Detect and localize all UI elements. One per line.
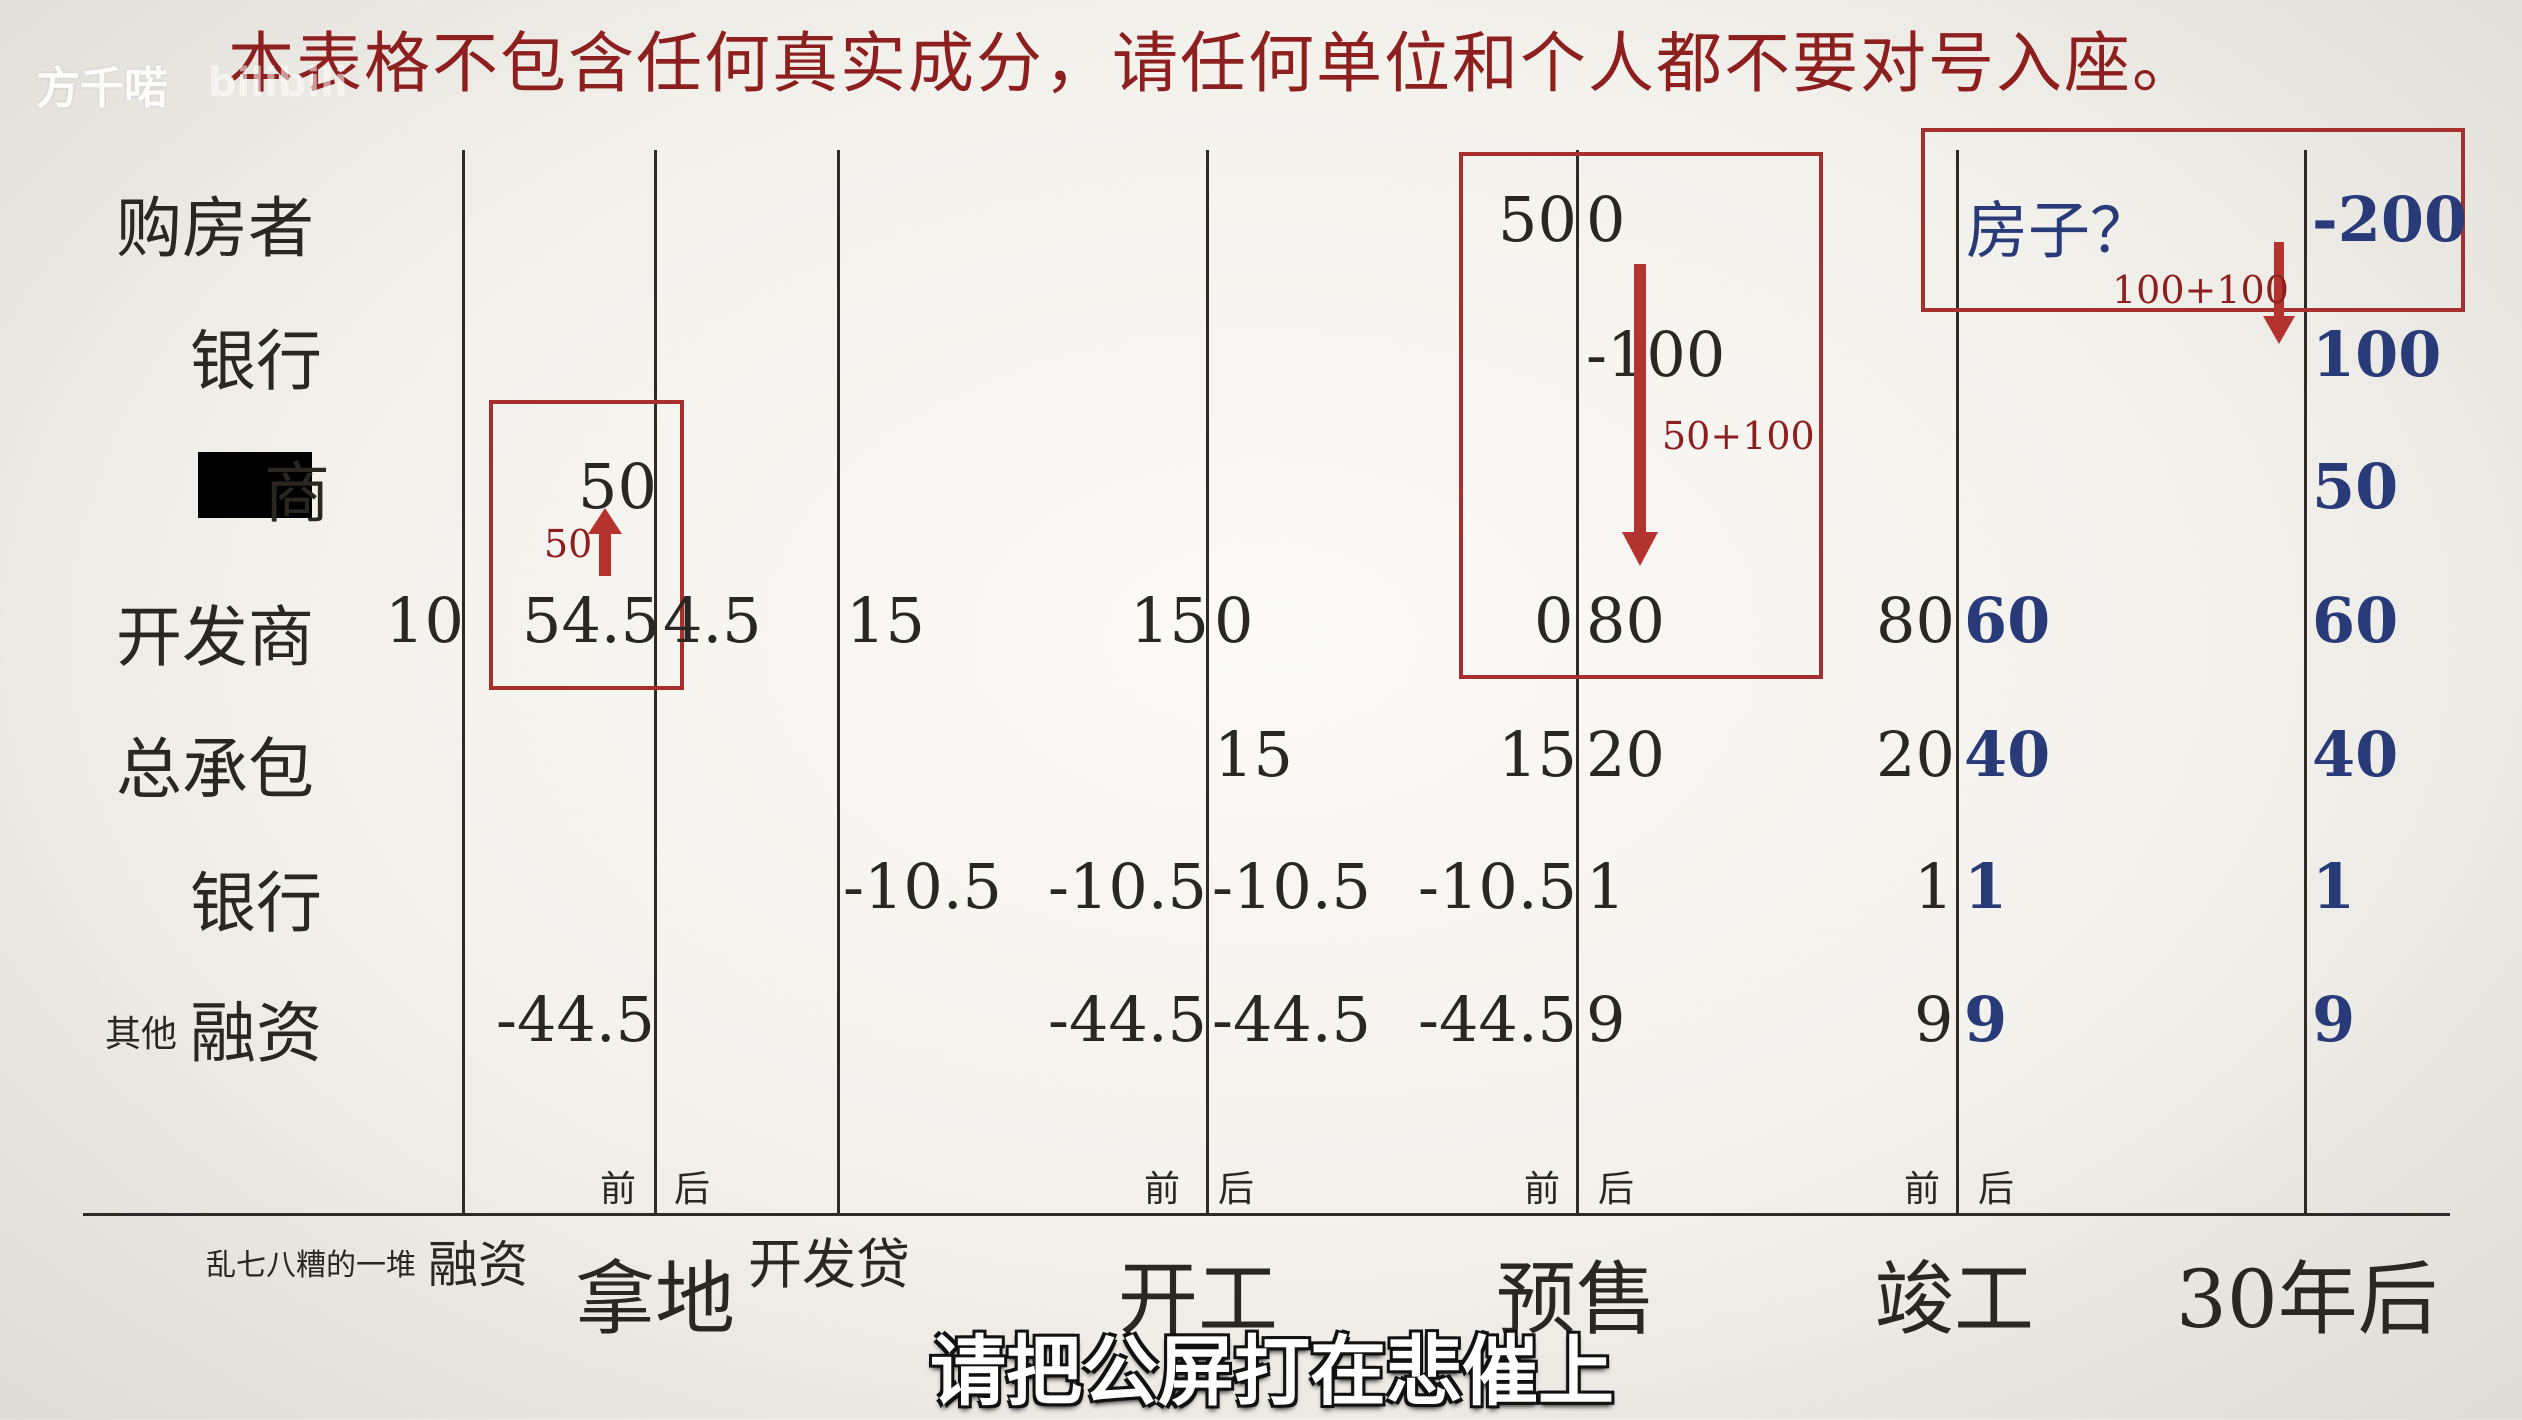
video-subtitle: 请把公屏打在悲催上 — [930, 1327, 1614, 1416]
year30-arrow-shaft — [2274, 242, 2284, 318]
grid-line — [1956, 150, 1959, 1215]
cell-bank2-presale-after: 1 — [1586, 850, 1626, 923]
cell-merchant-year30: 50 — [2312, 450, 2399, 523]
presale-arrow-label: 50+100 — [1662, 414, 1815, 458]
after-marker: 后 — [1598, 1169, 1635, 1210]
watermark-brand: bilibili — [208, 60, 348, 106]
grid-line — [654, 150, 657, 1215]
cell-other-presale-before: -44.5 — [1418, 983, 1577, 1056]
row-label-other-small: 其他 — [105, 1014, 178, 1055]
cell-bank-presale-after: -100 — [1586, 318, 1726, 391]
cell-developer-init: 10 — [385, 584, 464, 657]
row-label-developer: 开发商 — [116, 599, 314, 676]
stage-loan: 开发贷 — [748, 1233, 910, 1296]
cell-developer-loan: 15 — [846, 584, 925, 657]
before-marker: 前 — [1144, 1169, 1181, 1210]
cell-bank2-loan: -10.5 — [843, 850, 1002, 923]
cell-bank2-complete-before: 1 — [1914, 850, 1954, 923]
cell-other-start-after: -44.5 — [1212, 983, 1371, 1056]
stage-start: 开工 — [1118, 1253, 1278, 1346]
before-marker: 前 — [1904, 1169, 1941, 1210]
row-label-bank-2: 银行 — [190, 865, 322, 942]
cell-buyer-presale-before: 50 — [1498, 183, 1577, 256]
cell-developer-complete-after: 60 — [1964, 584, 2051, 657]
cell-buyer-house: 房子？ — [1966, 194, 2153, 267]
year30-arrow-head — [2263, 316, 2295, 344]
land-arrow-label: 50 — [544, 522, 593, 566]
cell-bank-year30: 100 — [2312, 318, 2442, 391]
cell-contractor-presale-after: 20 — [1586, 718, 1665, 791]
timeline-axis — [83, 1213, 2450, 1216]
cell-developer-land-before: 54.5 — [522, 584, 661, 657]
cell-buyer-year30: -200 — [2312, 183, 2468, 256]
presale-arrow-head — [1622, 532, 1658, 566]
stage-misc-small: 乱七八糟的一堆 — [206, 1248, 416, 1283]
redaction-block — [198, 452, 312, 518]
stage-presale: 预售 — [1496, 1253, 1656, 1346]
after-marker: 后 — [674, 1169, 711, 1210]
after-marker: 后 — [1218, 1169, 1255, 1210]
cell-bank2-start-after: -10.5 — [1212, 850, 1371, 923]
stage-year30: 30年后 — [2176, 1253, 2438, 1346]
cell-bank2-complete-after: 1 — [1964, 850, 2008, 923]
year30-highlight-box — [1921, 128, 2465, 312]
grid-line — [1206, 150, 1209, 1215]
cell-buyer-presale-after: 0 — [1586, 183, 1626, 256]
presale-arrow-shaft — [1634, 264, 1646, 534]
grid-line — [462, 150, 465, 1215]
cell-other-year30: 9 — [2312, 983, 2356, 1056]
cell-contractor-year30: 40 — [2312, 718, 2399, 791]
stage-land: 拿地 — [575, 1253, 735, 1346]
cell-developer-presale-after: 80 — [1586, 584, 1665, 657]
land-highlight-box — [489, 400, 684, 690]
cell-other-presale-after: 9 — [1586, 983, 1626, 1056]
grid-line — [2304, 150, 2307, 1215]
grid-line — [837, 150, 840, 1215]
grid-line — [1576, 150, 1579, 1215]
stage-complete: 竣工 — [1874, 1253, 2034, 1346]
cell-bank2-start-before: -10.5 — [1048, 850, 1207, 923]
row-label-merchant: 商 — [264, 455, 330, 532]
cell-other-land: -44.5 — [496, 983, 655, 1056]
cell-contractor-presale-before: 15 — [1498, 718, 1577, 791]
year30-arrow-label: 100+100 — [2112, 268, 2289, 312]
row-label-bank: 银行 — [190, 323, 322, 400]
cell-bank2-year30: 1 — [2312, 850, 2356, 923]
cell-developer-start-before: 15 — [1130, 584, 1209, 657]
cell-developer-presale-before: 0 — [1534, 584, 1574, 657]
disclaimer-text: 本表格不包含任何真实成分，请任何单位和个人都不要对号入座。 — [228, 25, 2200, 102]
land-arrow-head — [588, 508, 622, 534]
presale-highlight-box — [1459, 152, 1823, 679]
after-marker: 后 — [1978, 1169, 2015, 1210]
cell-merchant-land: 50 — [578, 450, 657, 523]
row-label-financing: 融资 — [190, 995, 322, 1072]
cell-bank2-presale-before: -10.5 — [1418, 850, 1577, 923]
cell-contractor-complete-after: 40 — [1964, 718, 2051, 791]
cell-other-start-before: -44.5 — [1048, 983, 1207, 1056]
cell-developer-complete-before: 80 — [1876, 584, 1955, 657]
cell-other-complete-before: 9 — [1914, 983, 1954, 1056]
cell-other-complete-after: 9 — [1964, 983, 2008, 1056]
land-arrow-shaft — [599, 532, 611, 576]
stage-misc-big: 融资 — [428, 1236, 528, 1294]
cell-contractor-start-after: 15 — [1214, 718, 1293, 791]
row-label-contractor: 总承包 — [116, 731, 314, 808]
cell-developer-land-after: 4.5 — [663, 584, 762, 657]
before-marker: 前 — [1524, 1169, 1561, 1210]
row-label-buyer: 购房者 — [116, 190, 314, 267]
cell-contractor-complete-before: 20 — [1876, 718, 1955, 791]
before-marker: 前 — [600, 1169, 637, 1210]
watermark-text: 方千喏 — [36, 63, 168, 114]
cell-developer-year30: 60 — [2312, 584, 2399, 657]
cell-developer-start-after: 0 — [1214, 584, 1254, 657]
